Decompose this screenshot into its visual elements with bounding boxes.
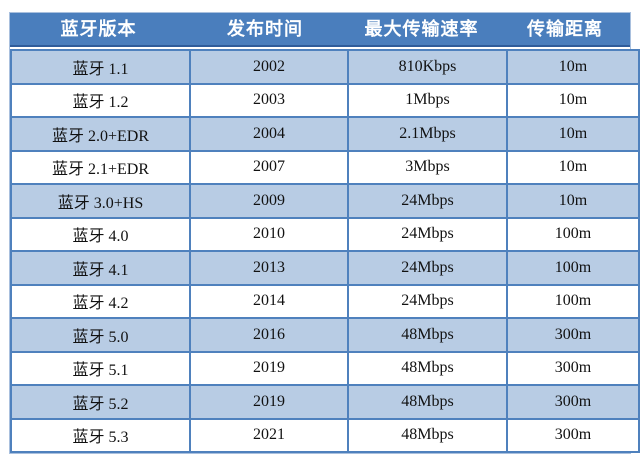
cell-version: 蓝牙 3.0+HS bbox=[10, 183, 191, 219]
cell-version: 蓝牙 5.0 bbox=[10, 317, 191, 353]
table-row: 蓝牙 5.0 2016 48Mbps 300m bbox=[10, 317, 640, 353]
table-row: 蓝牙 4.0 2010 24Mbps 100m bbox=[10, 216, 640, 252]
cell-version: 蓝牙 4.0 bbox=[10, 216, 191, 252]
table-row: 蓝牙 4.1 2013 24Mbps 100m bbox=[10, 250, 640, 286]
table-row: 蓝牙 4.2 2014 24Mbps 100m bbox=[10, 283, 640, 319]
cell-release-year: 2016 bbox=[189, 317, 349, 353]
table-row: 蓝牙 2.0+EDR 2004 2.1Mbps 10m bbox=[10, 116, 640, 152]
table-grid: 蓝牙 1.1 2002 810Kbps 10m 蓝牙 1.2 2003 1Mbps 10m 蓝牙… bbox=[10, 49, 640, 453]
cell-version: 蓝牙 2.1+EDR bbox=[10, 149, 191, 185]
cell-release-year: 2003 bbox=[189, 82, 349, 118]
cell-max-rate: 24Mbps bbox=[347, 216, 508, 252]
cell-version: 蓝牙 2.0+EDR bbox=[10, 116, 191, 152]
cell-distance: 100m bbox=[506, 283, 640, 319]
cell-max-rate: 24Mbps bbox=[347, 250, 508, 286]
cell-release-year: 2014 bbox=[189, 283, 349, 319]
cell-distance: 300m bbox=[506, 417, 640, 453]
column-header-version: 蓝牙版本 bbox=[60, 19, 137, 39]
cell-max-rate: 2.1Mbps bbox=[347, 116, 508, 152]
cell-distance: 10m bbox=[506, 49, 640, 85]
cell-version: 蓝牙 5.1 bbox=[10, 350, 191, 386]
cell-max-rate: 48Mbps bbox=[347, 384, 508, 420]
cell-distance: 10m bbox=[506, 116, 640, 152]
table-row: 蓝牙 5.1 2019 48Mbps 300m bbox=[10, 350, 640, 386]
cell-release-year: 2004 bbox=[189, 116, 349, 152]
cell-max-rate: 1Mbps bbox=[347, 82, 508, 118]
column-header-release: 发布时间 bbox=[227, 19, 303, 39]
cell-version: 蓝牙 1.1 bbox=[10, 49, 191, 85]
cell-max-rate: 24Mbps bbox=[347, 183, 508, 219]
cell-release-year: 2002 bbox=[189, 49, 349, 85]
cell-version: 蓝牙 5.3 bbox=[10, 417, 191, 453]
cell-distance: 10m bbox=[506, 82, 640, 118]
cell-version: 蓝牙 4.2 bbox=[10, 283, 191, 319]
cell-max-rate: 810Kbps bbox=[347, 49, 508, 85]
table-row: 蓝牙 1.2 2003 1Mbps 10m bbox=[10, 82, 640, 118]
cell-max-rate: 3Mbps bbox=[347, 149, 508, 185]
table-row: 蓝牙 5.2 2019 48Mbps 300m bbox=[10, 384, 640, 420]
cell-version: 蓝牙 5.2 bbox=[10, 384, 191, 420]
bluetooth-version-table: 蓝牙版本 发布时间 最大传输速率 传输距离 蓝牙 1.1 2002 810Kbps 1… bbox=[10, 13, 640, 453]
cell-max-rate: 24Mbps bbox=[347, 283, 508, 319]
cell-release-year: 2013 bbox=[189, 250, 349, 286]
table-body: 蓝牙 1.1 2002 810Kbps 10m 蓝牙 1.2 2003 1Mbps 10m 蓝牙… bbox=[10, 49, 640, 453]
cell-version: 蓝牙 4.1 bbox=[10, 250, 191, 286]
cell-distance: 10m bbox=[506, 183, 640, 219]
table-row: 蓝牙 1.1 2002 810Kbps 10m bbox=[10, 49, 640, 85]
column-header-max-rate: 最大传输速率 bbox=[364, 19, 479, 39]
cell-distance: 100m bbox=[506, 216, 640, 252]
cell-distance: 10m bbox=[506, 149, 640, 185]
table-row: 蓝牙 2.1+EDR 2007 3Mbps 10m bbox=[10, 149, 640, 185]
cell-release-year: 2019 bbox=[189, 350, 349, 386]
cell-max-rate: 48Mbps bbox=[347, 317, 508, 353]
cell-version: 蓝牙 1.2 bbox=[10, 82, 191, 118]
cell-release-year: 2010 bbox=[189, 216, 349, 252]
cell-release-year: 2009 bbox=[189, 183, 349, 219]
column-header-distance: 传输距离 bbox=[527, 19, 603, 39]
cell-distance: 300m bbox=[506, 384, 640, 420]
table-row: 蓝牙 3.0+HS 2009 24Mbps 10m bbox=[10, 183, 640, 219]
cell-release-year: 2021 bbox=[189, 417, 349, 453]
cell-max-rate: 48Mbps bbox=[347, 417, 508, 453]
cell-release-year: 2007 bbox=[189, 149, 349, 185]
table-header-row: 蓝牙版本 发布时间 最大传输速率 传输距离 bbox=[10, 13, 630, 47]
cell-max-rate: 48Mbps bbox=[347, 350, 508, 386]
cell-distance: 100m bbox=[506, 250, 640, 286]
cell-distance: 300m bbox=[506, 350, 640, 386]
table-row: 蓝牙 5.3 2021 48Mbps 300m bbox=[10, 417, 640, 453]
cell-distance: 300m bbox=[506, 317, 640, 353]
cell-release-year: 2019 bbox=[189, 384, 349, 420]
